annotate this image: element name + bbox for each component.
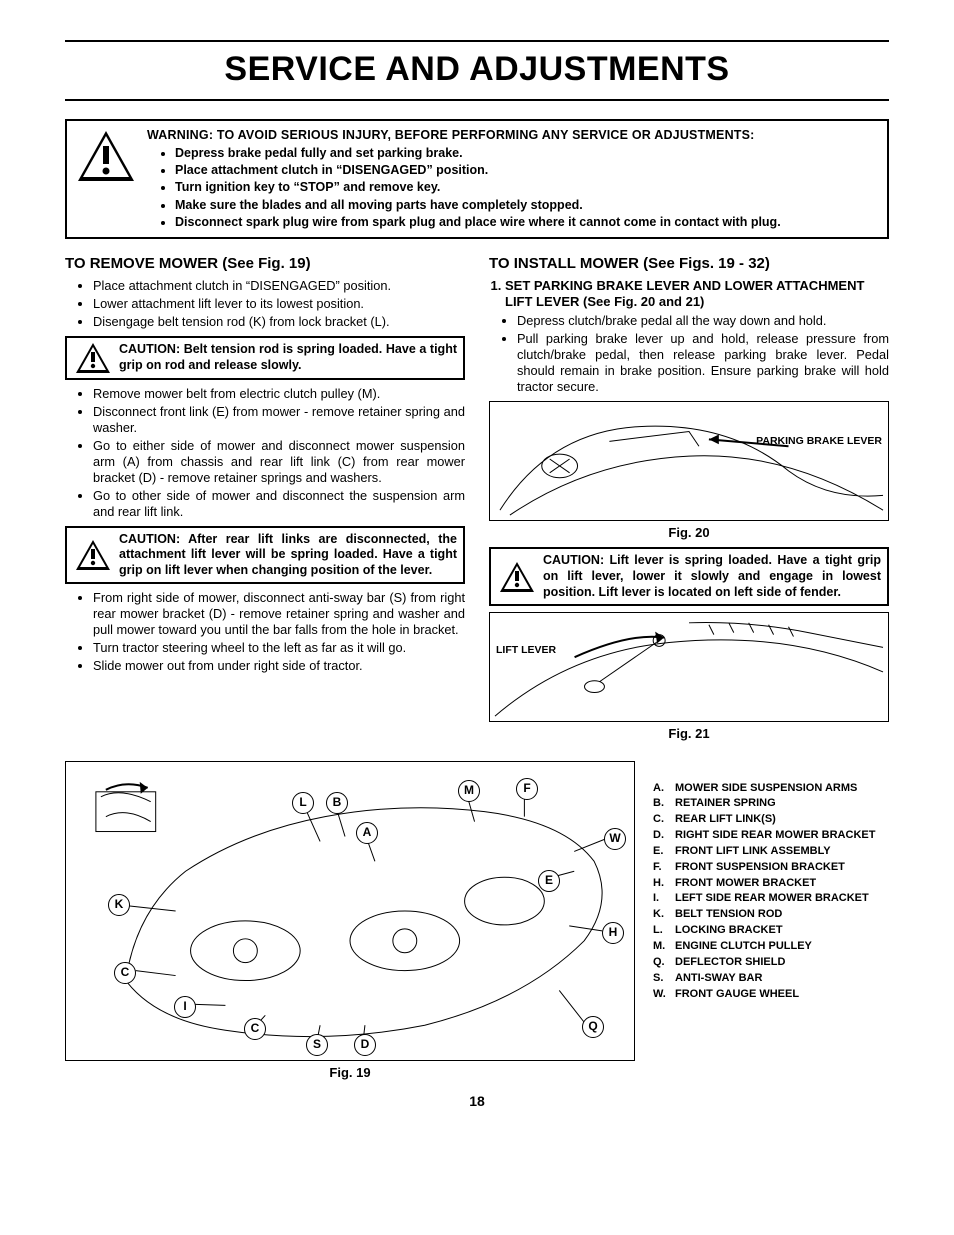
list-item: Place attachment clutch in “DISENGAGED” … bbox=[93, 278, 465, 294]
fig19-caption: Fig. 19 bbox=[65, 1065, 635, 1081]
legend-row: M.ENGINE CLUTCH PULLEY bbox=[653, 939, 889, 954]
list-item: Depress clutch/brake pedal all the way d… bbox=[517, 313, 889, 329]
figure-19: L B M F A W K E H C I C S D Q bbox=[65, 761, 635, 1061]
callout-L: L bbox=[292, 792, 314, 814]
warning-item: Place attachment clutch in “DISENGAGED” … bbox=[175, 162, 877, 178]
callout-H: H bbox=[602, 922, 624, 944]
callout-C: C bbox=[114, 962, 136, 984]
caution-icon bbox=[497, 561, 537, 593]
figure-20: PARKING BRAKE LEVER bbox=[489, 401, 889, 521]
warning-item: Turn ignition key to “STOP” and remove k… bbox=[175, 179, 877, 195]
fig20-caption: Fig. 20 bbox=[489, 525, 889, 541]
callout-B: B bbox=[326, 792, 348, 814]
legend-row: S.ANTI-SWAY BAR bbox=[653, 971, 889, 986]
list-item: Slide mower out from under right side of… bbox=[93, 658, 465, 674]
list-item: Go to other side of mower and disconnect… bbox=[93, 488, 465, 520]
warning-text: WARNING: TO AVOID SERIOUS INJURY, BEFORE… bbox=[147, 127, 877, 232]
fig21-caption: Fig. 21 bbox=[489, 726, 889, 742]
callout-K: K bbox=[108, 894, 130, 916]
warning-box: WARNING: TO AVOID SERIOUS INJURY, BEFORE… bbox=[65, 119, 889, 240]
legend-row: B.RETAINER SPRING bbox=[653, 796, 889, 811]
legend-row: C.REAR LIFT LINK(S) bbox=[653, 812, 889, 827]
callout-C2: C bbox=[244, 1018, 266, 1040]
page-number: 18 bbox=[65, 1093, 889, 1111]
bottom-rule bbox=[65, 99, 889, 101]
callout-M: M bbox=[458, 780, 480, 802]
callout-A: A bbox=[356, 822, 378, 844]
figure-19-legend: A.MOWER SIDE SUSPENSION ARMS B.RETAINER … bbox=[653, 761, 889, 1061]
remove-list-3: From right side of mower, disconnect ant… bbox=[93, 590, 465, 674]
callout-E: E bbox=[538, 870, 560, 892]
install-step-list: SET PARKING BRAKE LEVER AND LOWER AT­TAC… bbox=[505, 278, 889, 311]
remove-mower-heading: TO REMOVE MOWER (See Fig. 19) bbox=[65, 255, 465, 274]
legend-row: W.FRONT GAUGE WHEEL bbox=[653, 987, 889, 1002]
legend-row: E.FRONT LIFT LINK ASSEMBLY bbox=[653, 844, 889, 859]
caution-box-1: CAUTION: Belt tension rod is spring load… bbox=[65, 336, 465, 380]
step-item: SET PARKING BRAKE LEVER AND LOWER AT­TAC… bbox=[505, 278, 889, 311]
remove-list-1: Place attachment clutch in “DISENGAGED” … bbox=[93, 278, 465, 330]
list-item: Pull parking brake lever up and hold, re… bbox=[517, 331, 889, 395]
legend-row: K.BELT TENSION ROD bbox=[653, 907, 889, 922]
fig21-label: LIFT LEVER bbox=[496, 645, 556, 657]
caution-text: CAUTION: After rear lift links are disco… bbox=[119, 532, 457, 579]
page-title: SERVICE AND ADJUSTMENTS bbox=[65, 48, 889, 91]
legend-row: H.FRONT MOWER BRACKET bbox=[653, 876, 889, 891]
list-item: Disconnect front link (E) from mower - r… bbox=[93, 404, 465, 436]
caution-box-3: CAUTION: Lift lever is spring loaded. Ha… bbox=[489, 547, 889, 606]
fig20-label: PARKING BRAKE LEVER bbox=[756, 436, 882, 448]
top-rule bbox=[65, 40, 889, 42]
remove-list-2: Remove mower belt from electric clutch p… bbox=[93, 386, 465, 520]
callout-D: D bbox=[354, 1034, 376, 1056]
list-item: Lower attachment lift lever to its lowes… bbox=[93, 296, 465, 312]
callout-S: S bbox=[306, 1034, 328, 1056]
install-list-1: Depress clutch/brake pedal all the way d… bbox=[517, 313, 889, 395]
list-item: Remove mower belt from electric clutch p… bbox=[93, 386, 465, 402]
callout-Q: Q bbox=[582, 1016, 604, 1038]
warning-list: Depress brake pedal fully and set parkin… bbox=[175, 145, 877, 230]
caution-box-2: CAUTION: After rear lift links are disco… bbox=[65, 526, 465, 585]
two-column-layout: TO REMOVE MOWER (See Fig. 19) Place atta… bbox=[65, 249, 889, 747]
warning-item: Depress brake pedal fully and set parkin… bbox=[175, 145, 877, 161]
list-item: Turn tractor steering wheel to the left … bbox=[93, 640, 465, 656]
legend-row: Q.DEFLECTOR SHIELD bbox=[653, 955, 889, 970]
figure-19-wrap: L B M F A W K E H C I C S D Q A.MOWER SI… bbox=[65, 761, 889, 1081]
legend-row: D.RIGHT SIDE REAR MOWER BRACKET bbox=[653, 828, 889, 843]
warning-item: Disconnect spark plug wire from spark pl… bbox=[175, 214, 877, 230]
legend-row: F.FRONT SUSPENSION BRACKET bbox=[653, 860, 889, 875]
figure-21: LIFT LEVER bbox=[489, 612, 889, 722]
caution-text: CAUTION: Belt tension rod is spring load… bbox=[119, 342, 457, 373]
warning-item: Make sure the blades and all moving part… bbox=[175, 197, 877, 213]
list-item: From right side of mower, disconnect ant… bbox=[93, 590, 465, 638]
list-item: Disengage belt tension rod (K) from lock… bbox=[93, 314, 465, 330]
legend-row: A.MOWER SIDE SUSPENSION ARMS bbox=[653, 781, 889, 796]
warning-heading: WARNING: TO AVOID SERIOUS INJURY, BEFORE… bbox=[147, 127, 877, 143]
legend-row: L.LOCKING BRACKET bbox=[653, 923, 889, 938]
left-column: TO REMOVE MOWER (See Fig. 19) Place atta… bbox=[65, 249, 465, 747]
right-column: TO INSTALL MOWER (See Figs. 19 - 32) SET… bbox=[489, 249, 889, 747]
legend-row: I.LEFT SIDE REAR MOWER BRACKET bbox=[653, 891, 889, 906]
callout-W: W bbox=[604, 828, 626, 850]
install-mower-heading: TO INSTALL MOWER (See Figs. 19 - 32) bbox=[489, 255, 889, 274]
caution-icon bbox=[73, 342, 113, 374]
callout-F: F bbox=[516, 778, 538, 800]
callout-I: I bbox=[174, 996, 196, 1018]
warning-icon bbox=[73, 127, 139, 232]
list-item: Go to either side of mower and disconnec… bbox=[93, 438, 465, 486]
caution-icon bbox=[73, 539, 113, 571]
caution-text: CAUTION: Lift lever is spring loaded. Ha… bbox=[543, 553, 881, 600]
